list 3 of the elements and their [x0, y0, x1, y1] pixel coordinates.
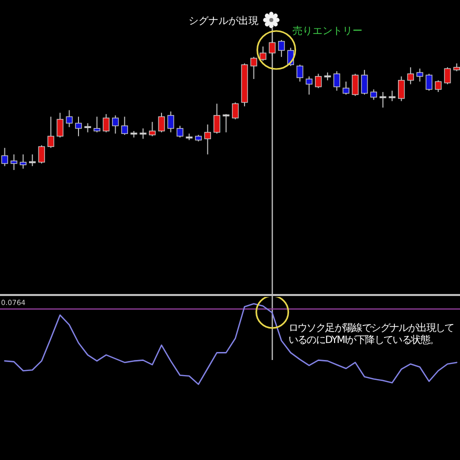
text: 売りエントリー: [292, 24, 362, 38]
text: シグナルが出現: [188, 14, 258, 28]
annotation: ロウソク足が陽線でシグナルが出現しているのにDYMIが下降している状態。: [288, 323, 455, 347]
